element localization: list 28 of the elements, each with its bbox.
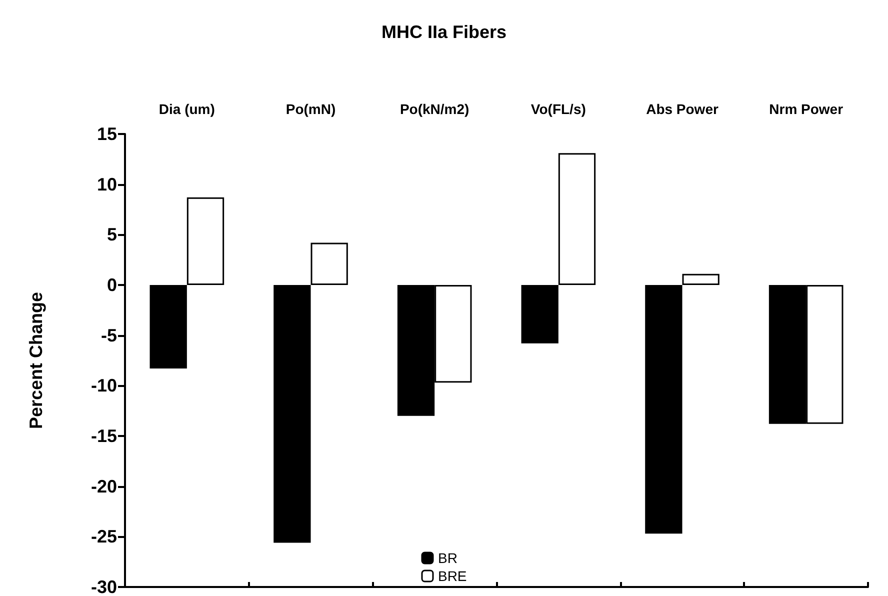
bar — [682, 274, 720, 285]
bar — [310, 242, 348, 285]
x-tick-label: Abs Power — [646, 101, 719, 117]
y-tick-label: -25 — [90, 526, 117, 547]
x-tick-label: Dia (um) — [158, 101, 215, 117]
x-tick-label: Nrm Power — [769, 101, 844, 117]
chart-title: MHC IIa Fibers — [381, 22, 507, 42]
y-tick-label: 0 — [106, 275, 117, 295]
y-tick-label: -20 — [90, 476, 117, 496]
y-tick-label: -15 — [90, 426, 117, 446]
y-tick-label: 5 — [106, 224, 117, 245]
bar — [645, 285, 682, 534]
x-tick-label: Po(kN/m2) — [400, 101, 470, 117]
legend-label: BRE — [438, 568, 467, 584]
legend-label: BR — [438, 550, 458, 566]
bar — [558, 153, 596, 285]
x-tick-label: Vo(FL/s) — [530, 101, 586, 117]
y-axis-title: Percent Change — [26, 292, 46, 430]
bar — [186, 197, 224, 285]
y-tick-label: 15 — [96, 124, 117, 144]
x-tick-label: Po(mN) — [286, 101, 336, 117]
bar — [150, 285, 187, 369]
y-tick-label: -30 — [90, 577, 117, 596]
bar — [521, 285, 558, 344]
y-tick-label: 10 — [96, 174, 117, 194]
y-tick-label: -5 — [100, 325, 117, 346]
y-tick-label: -10 — [90, 376, 117, 396]
bar — [274, 285, 311, 543]
